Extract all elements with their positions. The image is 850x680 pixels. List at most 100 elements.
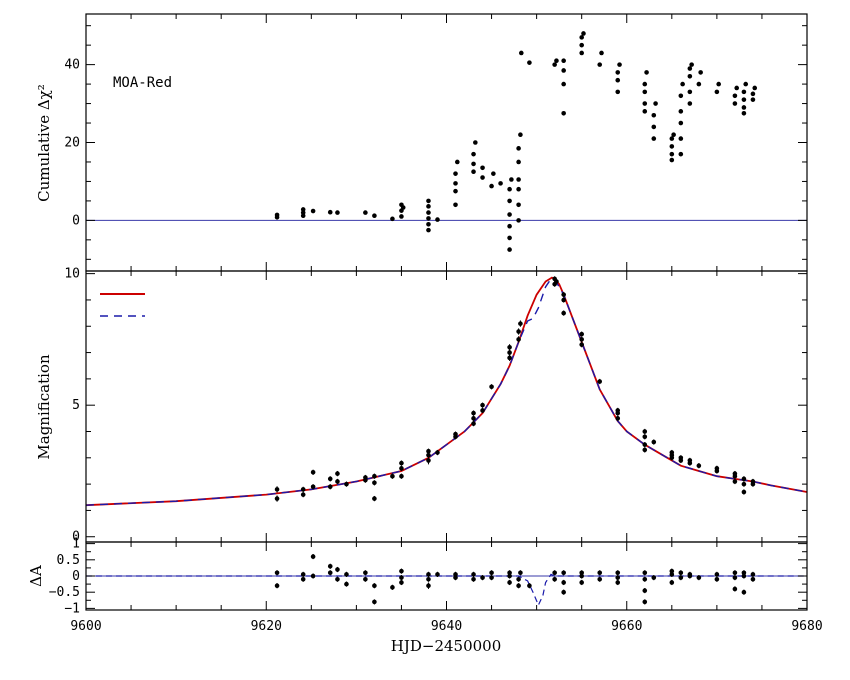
data-point: [399, 568, 404, 574]
data-point: [669, 450, 675, 455]
data-point: [435, 450, 440, 455]
data-point: [527, 583, 532, 589]
data-point: [390, 473, 395, 479]
data-point: [399, 575, 404, 580]
data-point: [426, 216, 431, 221]
data-point: [597, 62, 603, 67]
data-point: [489, 183, 494, 189]
data-point: [642, 447, 648, 453]
data-point: [741, 89, 747, 95]
data-point: [678, 151, 684, 157]
data-point: [750, 91, 756, 97]
data-point: [344, 581, 349, 587]
data-point: [669, 151, 675, 157]
data-point: [399, 466, 404, 471]
data-point: [741, 573, 747, 579]
data-point: [696, 81, 702, 87]
data-point: [335, 479, 340, 484]
data-point: [561, 570, 566, 576]
data-point: [597, 570, 603, 576]
data-point: [642, 109, 648, 114]
data-point: [372, 583, 377, 589]
data-point: [579, 337, 584, 342]
data-point: [678, 455, 684, 461]
data-point: [518, 570, 523, 576]
data-point: [480, 165, 485, 171]
data-point: [651, 575, 657, 580]
data-point: [698, 70, 703, 75]
data-point: [372, 213, 377, 219]
data-point: [473, 140, 478, 145]
data-point: [615, 89, 621, 95]
data-point: [561, 68, 566, 73]
data-point: [678, 575, 684, 580]
data-point: [335, 567, 340, 572]
data-point: [732, 570, 738, 576]
data-point: [471, 161, 476, 167]
data-point: [471, 576, 476, 582]
data-point: [480, 575, 485, 580]
y-tick-label: 0: [72, 213, 80, 228]
data-point: [435, 572, 440, 577]
data-point: [741, 489, 747, 495]
data-point: [642, 570, 648, 576]
data-point: [651, 439, 657, 445]
data-point: [516, 146, 521, 151]
data-point: [642, 101, 648, 106]
data-point: [372, 473, 377, 479]
data-point: [363, 576, 368, 582]
data-point: [669, 144, 675, 149]
data-point: [687, 101, 693, 106]
data-point: [327, 476, 333, 482]
data-point: [480, 402, 485, 408]
data-point: [687, 458, 693, 463]
data-point: [678, 570, 684, 576]
x-tick-label: 9660: [611, 619, 642, 634]
data-point: [581, 31, 586, 36]
data-point: [642, 429, 648, 434]
data-point: [651, 136, 657, 141]
data-point: [678, 120, 684, 126]
data-point: [579, 580, 584, 585]
data-point: [274, 487, 280, 492]
data-point: [743, 81, 749, 87]
data-point: [527, 60, 532, 65]
data-point: [516, 159, 521, 165]
magnification-ylabel: Magnification: [35, 354, 53, 460]
data-point: [741, 110, 747, 116]
model-difference-line: [86, 573, 807, 607]
data-point: [642, 576, 648, 582]
data-point: [400, 205, 406, 210]
data-point: [344, 572, 349, 577]
data-point: [480, 408, 485, 413]
data-point: [399, 580, 404, 585]
model-dashed-line: [85, 278, 808, 506]
data-point: [274, 496, 280, 501]
data-point: [453, 181, 458, 186]
data-point: [507, 235, 512, 241]
data-point: [300, 576, 306, 582]
data-point: [687, 66, 693, 71]
data-point: [579, 342, 584, 347]
data-point: [732, 93, 738, 99]
data-point: [732, 586, 738, 592]
data-point: [642, 434, 648, 440]
data-point: [644, 70, 649, 75]
data-point: [671, 132, 676, 138]
data-point: [509, 177, 514, 182]
data-point: [741, 589, 747, 595]
y-tick-label: 5: [72, 398, 80, 413]
cumulative-axes: 0 20 40: [64, 14, 808, 271]
data-point: [687, 74, 693, 79]
y-tick-label: −1: [64, 601, 80, 616]
y-tick-label: 20: [64, 136, 80, 151]
data-point: [734, 85, 740, 91]
data-point: [498, 181, 503, 186]
data-point: [669, 136, 675, 141]
data-point: [363, 475, 368, 480]
data-point: [752, 85, 758, 91]
data-point: [696, 463, 702, 468]
data-point: [597, 379, 603, 384]
y-tick-label: 0: [72, 569, 80, 584]
